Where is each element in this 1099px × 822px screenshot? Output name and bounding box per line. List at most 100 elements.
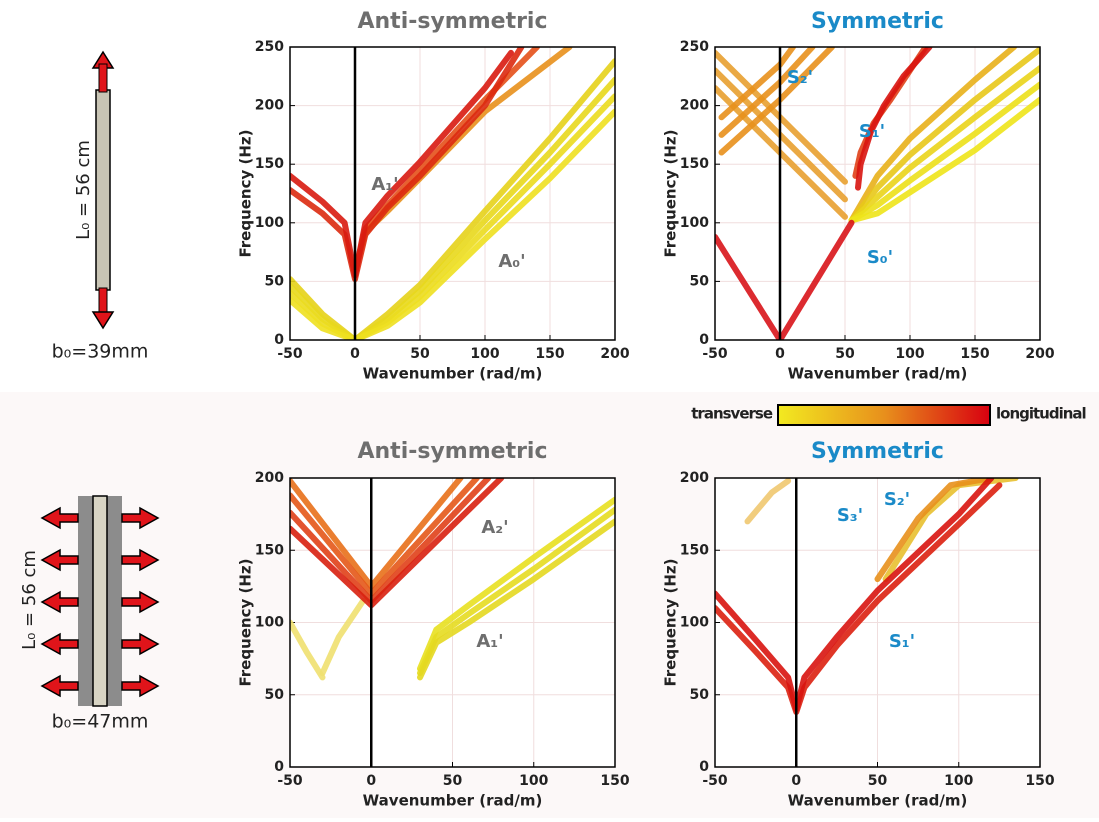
y-tick-label: 0	[699, 759, 709, 775]
y-tick-label: 50	[690, 273, 710, 289]
x-tick-label: 200	[600, 346, 629, 362]
x-axis-label: Wavenumber (rad/m)	[363, 365, 543, 383]
y-tick-label: 150	[255, 156, 284, 172]
annotation: S₂'	[884, 489, 910, 510]
y-tick-label: 150	[255, 542, 284, 558]
annotation: S₃'	[837, 505, 863, 526]
plot-area	[290, 47, 615, 340]
y-axis-label: Frequency (Hz)	[662, 558, 680, 686]
series-line	[290, 58, 615, 340]
y-axis-label: Frequency (Hz)	[237, 558, 255, 686]
y-tick-label: 50	[690, 687, 710, 703]
y-tick-label: 250	[255, 39, 284, 55]
arrow	[121, 632, 160, 656]
annotation: A₁'	[371, 174, 398, 195]
x-tick-label: 0	[366, 773, 376, 789]
x-axis-label: Wavenumber (rad/m)	[363, 792, 543, 810]
series-line	[290, 108, 615, 340]
length-label: L₀ = 56 cm	[73, 140, 94, 240]
chart: -50 0 50 100 150050100150200SymmetricWavenum…	[662, 439, 1055, 810]
x-tick-label: 100	[470, 346, 499, 362]
x-tick-label: -50	[277, 346, 303, 362]
series-line	[744, 478, 792, 525]
x-tick-label: 200	[1025, 346, 1054, 362]
y-axis-label: Frequency (Hz)	[237, 129, 255, 257]
annotation: A₂'	[481, 517, 508, 538]
x-tick-label: 0	[350, 346, 360, 362]
colorbar-gradient	[777, 404, 991, 426]
x-tick-label: -50	[702, 773, 728, 789]
x-tick-label: 100	[944, 773, 973, 789]
series-line	[848, 96, 1040, 224]
series-line	[848, 65, 1040, 224]
annotation: S₀'	[867, 247, 893, 268]
colorbar: transverse longitudinal	[691, 404, 1087, 426]
x-tick-label: 0	[791, 773, 801, 789]
x-tick-label: 100	[519, 773, 548, 789]
y-tick-label: 0	[274, 332, 284, 348]
x-axis-label: Wavenumber (rad/m)	[788, 365, 968, 383]
series-line	[290, 76, 615, 340]
x-tick-label: 50	[410, 346, 430, 362]
y-tick-label: 200	[680, 470, 709, 486]
annotation: A₀'	[498, 251, 525, 272]
arrow	[121, 548, 160, 572]
x-tick-label: 150	[960, 346, 989, 362]
x-axis-label: Wavenumber (rad/m)	[788, 792, 968, 810]
x-tick-label: 150	[1025, 773, 1054, 789]
annotation: A₁'	[476, 631, 503, 652]
series-line	[874, 478, 995, 583]
y-tick-label: 100	[680, 215, 709, 231]
chart-title: Symmetric	[811, 439, 944, 464]
y-tick-label: 100	[680, 615, 709, 631]
axes-box	[289, 46, 616, 341]
annotation: S₁'	[889, 631, 915, 652]
diagram-bottom: L₀ = 56 cm b₀=47mm	[19, 495, 160, 733]
chart-title: Anti-symmetric	[357, 9, 547, 34]
y-tick-label: 100	[255, 615, 284, 631]
y-tick-label: 150	[680, 542, 709, 558]
x-tick-label: -50	[702, 346, 728, 362]
y-tick-label: 200	[680, 98, 709, 114]
y-tick-label: 0	[274, 759, 284, 775]
x-tick-label: 150	[535, 346, 564, 362]
x-tick-label: -50	[277, 773, 303, 789]
arrow	[40, 674, 79, 698]
series-line	[848, 47, 1040, 224]
annotation: S₁'	[859, 121, 885, 142]
y-tick-label: 100	[255, 215, 284, 231]
series-line	[319, 597, 367, 677]
arrow	[40, 632, 79, 656]
y-tick-label: 50	[265, 273, 285, 289]
arrow	[40, 548, 79, 572]
x-tick-label: 50	[868, 773, 888, 789]
series-line	[290, 49, 514, 279]
axes-box	[289, 477, 616, 768]
x-tick-label: 150	[600, 773, 629, 789]
y-tick-label: 200	[255, 470, 284, 486]
chart: -50 0 50 100 150050100150200Anti-symmetricWa…	[237, 439, 630, 810]
arrow	[121, 590, 160, 614]
arrow	[121, 674, 160, 698]
series-line	[290, 93, 615, 340]
y-axis-label: Frequency (Hz)	[662, 129, 680, 257]
width-label: b₀=47mm	[52, 711, 149, 733]
series-line	[715, 478, 995, 713]
y-tick-label: 200	[255, 98, 284, 114]
x-tick-label: 0	[775, 346, 785, 362]
y-tick-label: 150	[680, 156, 709, 172]
arrow	[40, 590, 79, 614]
arrow	[121, 506, 160, 530]
y-tick-label: 250	[680, 39, 709, 55]
chart: -50 0 50 100 150 200050100150200250SymmetricW…	[662, 9, 1055, 383]
chart-title: Symmetric	[811, 9, 944, 34]
width-label: b₀=39mm	[52, 341, 149, 363]
series-line	[715, 219, 855, 340]
diagram-top: L₀ = 56 cm b₀=39mm	[52, 50, 149, 363]
series-group	[290, 47, 615, 340]
y-tick-label: 50	[265, 687, 285, 703]
series-line	[855, 47, 933, 191]
arrow	[40, 506, 79, 530]
series-line	[417, 518, 615, 681]
